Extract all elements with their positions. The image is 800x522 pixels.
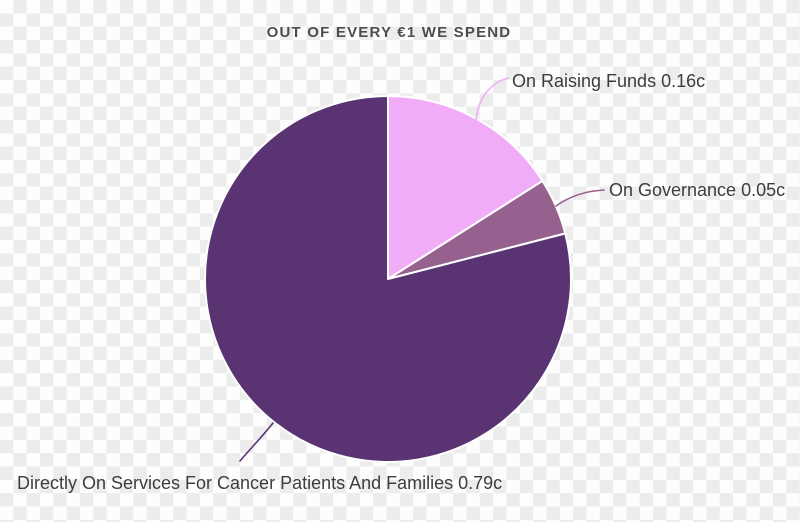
slice-label-governance: On Governance 0.05c bbox=[609, 180, 786, 200]
leader-line-services bbox=[239, 422, 274, 462]
leader-line-raising-funds bbox=[475, 77, 509, 121]
slice-label-raising-funds: On Raising Funds 0.16c bbox=[512, 71, 706, 91]
slice-label-services: Directly On Services For Cancer Patients… bbox=[17, 473, 503, 493]
leader-line-governance bbox=[555, 189, 605, 207]
pie-slice-services bbox=[204, 95, 572, 463]
chart-title: OUT OF EVERY €1 WE SPEND bbox=[266, 24, 512, 41]
